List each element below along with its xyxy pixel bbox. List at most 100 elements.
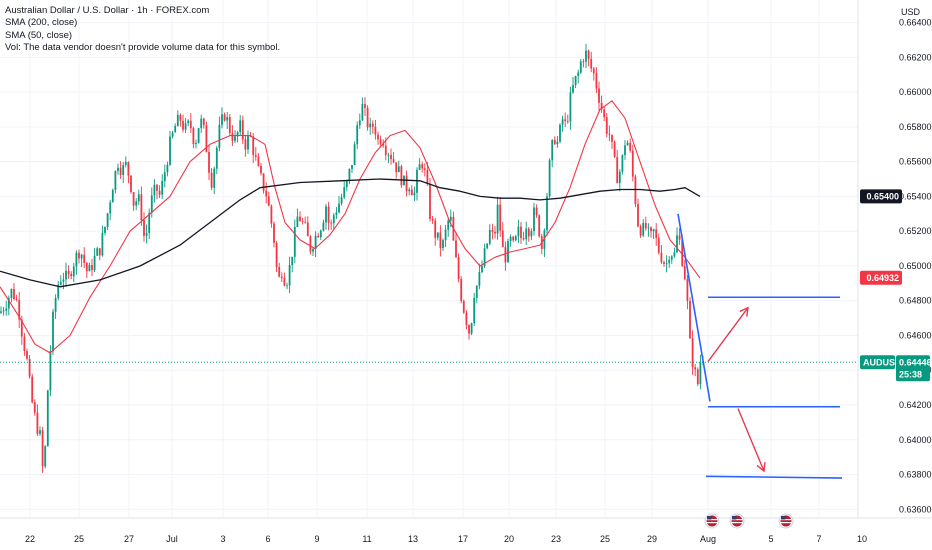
candle-body — [112, 190, 114, 202]
candle-body — [247, 135, 249, 149]
candle-body — [570, 92, 572, 121]
candle-body — [177, 115, 179, 126]
candle-body — [510, 237, 512, 241]
candle-body — [130, 176, 132, 192]
candle-body — [429, 184, 431, 219]
volume-note: Vol: The data vendor doesn't provide vol… — [5, 42, 280, 54]
candle-body — [684, 266, 686, 279]
candle-body — [585, 51, 587, 62]
candle-body — [596, 73, 598, 88]
candle-body — [286, 285, 288, 286]
candle-body — [68, 271, 70, 274]
candle-body — [648, 227, 650, 228]
candle-body — [65, 271, 67, 280]
y-tick-label: 0.63600 — [899, 504, 932, 514]
candle-body — [692, 338, 694, 367]
candle-body — [671, 256, 673, 259]
candle-body — [640, 226, 642, 235]
candle-body — [141, 194, 143, 220]
candle-body — [148, 213, 150, 233]
candle-body — [52, 312, 54, 351]
flag-canton — [781, 516, 786, 520]
candle-body — [115, 171, 117, 190]
candle-body — [497, 205, 499, 234]
candle-body — [375, 127, 377, 135]
candle-body — [624, 145, 626, 155]
candle-body — [289, 265, 291, 285]
candle-body — [76, 253, 78, 267]
us-flag-icon[interactable] — [779, 514, 793, 528]
candle-body — [83, 255, 85, 263]
candle-body — [507, 241, 509, 262]
candle-body — [419, 164, 421, 170]
candle-body — [34, 402, 36, 412]
candle-body — [572, 85, 574, 92]
candle-body — [187, 121, 189, 123]
us-flag-icon[interactable] — [730, 514, 744, 528]
economic-events[interactable] — [705, 514, 793, 528]
symbol-title[interactable]: Australian Dollar / U.S. Dollar · 1h · F… — [5, 5, 280, 17]
candle-body — [637, 204, 639, 226]
candle-body — [252, 136, 254, 155]
candle-body — [619, 172, 621, 183]
candle-body — [424, 168, 426, 169]
candle-body — [598, 88, 600, 102]
drawing-tools[interactable] — [678, 214, 842, 478]
candle-body — [364, 104, 366, 108]
candle-body — [312, 249, 314, 252]
candle-body — [323, 222, 325, 230]
candle-body — [666, 263, 668, 264]
candle-body — [395, 162, 397, 172]
candle-body — [167, 165, 169, 172]
candle-body — [473, 298, 475, 323]
candle-body — [583, 61, 585, 62]
sma200-legend[interactable]: SMA (200, close) — [5, 17, 280, 29]
candle-body — [281, 277, 283, 278]
candle-body — [471, 323, 473, 333]
candle-body — [146, 233, 148, 236]
candle-body — [37, 413, 39, 434]
trendline[interactable] — [678, 214, 710, 402]
candle-body — [349, 169, 351, 181]
candle-body — [213, 169, 215, 188]
candle-body — [694, 367, 696, 369]
candle-body — [128, 162, 130, 176]
candle-body — [333, 215, 335, 223]
candle-body — [450, 217, 452, 221]
candle-body — [135, 201, 137, 205]
us-flag-icon[interactable] — [705, 514, 719, 528]
candle-body — [268, 196, 270, 205]
candle-body — [609, 134, 611, 135]
candle-body — [408, 190, 410, 192]
candle-body — [81, 255, 83, 259]
candle-body — [635, 177, 637, 204]
candle-body — [606, 117, 608, 134]
x-tick-label: 25 — [74, 534, 84, 544]
candle-body — [577, 73, 579, 76]
candle-body — [216, 148, 218, 169]
arrow-up[interactable] — [708, 308, 748, 362]
candle-body — [385, 146, 387, 155]
sma50-legend[interactable]: SMA (50, close) — [5, 30, 280, 42]
candle-body — [458, 257, 460, 279]
x-tick-label: 17 — [458, 534, 468, 544]
candle-body — [411, 190, 413, 196]
candle-body — [559, 125, 561, 142]
candle-body — [427, 170, 429, 184]
candle-body — [499, 205, 501, 231]
x-tick-label: 7 — [816, 534, 821, 544]
candle-body — [406, 176, 408, 192]
horizontal-line-lower[interactable] — [706, 476, 842, 478]
candle-body — [29, 359, 31, 377]
candle-body — [208, 152, 210, 173]
candle-body — [367, 108, 369, 127]
candle-body — [122, 165, 124, 175]
candle-body — [359, 120, 361, 125]
x-tick-label: 23 — [551, 534, 561, 544]
candle-body — [63, 279, 65, 281]
last-price-badge-text: 0.64446 — [899, 357, 932, 367]
candle-body — [697, 369, 699, 384]
candle-body — [533, 208, 535, 232]
flag-stripe — [707, 522, 718, 523]
